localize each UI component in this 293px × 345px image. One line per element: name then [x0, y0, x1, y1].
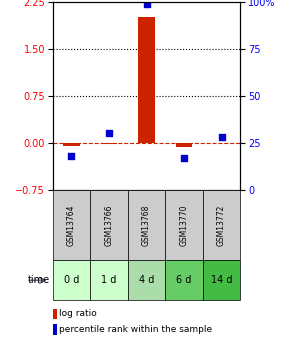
- Bar: [53, 324, 57, 335]
- Text: 14 d: 14 d: [211, 275, 232, 285]
- Bar: [90, 190, 128, 260]
- Bar: [100, 143, 117, 144]
- Text: time: time: [28, 275, 50, 285]
- Bar: [213, 143, 230, 144]
- Text: GSM13768: GSM13768: [142, 205, 151, 246]
- Bar: [53, 190, 90, 260]
- Point: [144, 1, 149, 6]
- Text: GSM13766: GSM13766: [105, 204, 113, 246]
- Text: GSM13772: GSM13772: [217, 205, 226, 246]
- Text: GSM13770: GSM13770: [180, 204, 188, 246]
- Bar: [128, 260, 165, 300]
- Bar: [128, 190, 165, 260]
- Point: [69, 153, 74, 159]
- Bar: [63, 143, 80, 146]
- Bar: [138, 17, 155, 143]
- Bar: [53, 260, 90, 300]
- Bar: [203, 260, 240, 300]
- Point: [107, 131, 111, 136]
- Text: log ratio: log ratio: [59, 309, 97, 318]
- Text: GSM13764: GSM13764: [67, 204, 76, 246]
- Bar: [53, 309, 57, 319]
- Text: 4 d: 4 d: [139, 275, 154, 285]
- Bar: [176, 143, 193, 147]
- Text: 1 d: 1 d: [101, 275, 117, 285]
- Bar: [203, 190, 240, 260]
- Bar: [165, 190, 203, 260]
- Bar: [165, 260, 203, 300]
- Point: [219, 134, 224, 140]
- Bar: [90, 260, 128, 300]
- Text: 0 d: 0 d: [64, 275, 79, 285]
- Text: percentile rank within the sample: percentile rank within the sample: [59, 325, 212, 334]
- Text: 6 d: 6 d: [176, 275, 192, 285]
- Point: [182, 155, 186, 160]
